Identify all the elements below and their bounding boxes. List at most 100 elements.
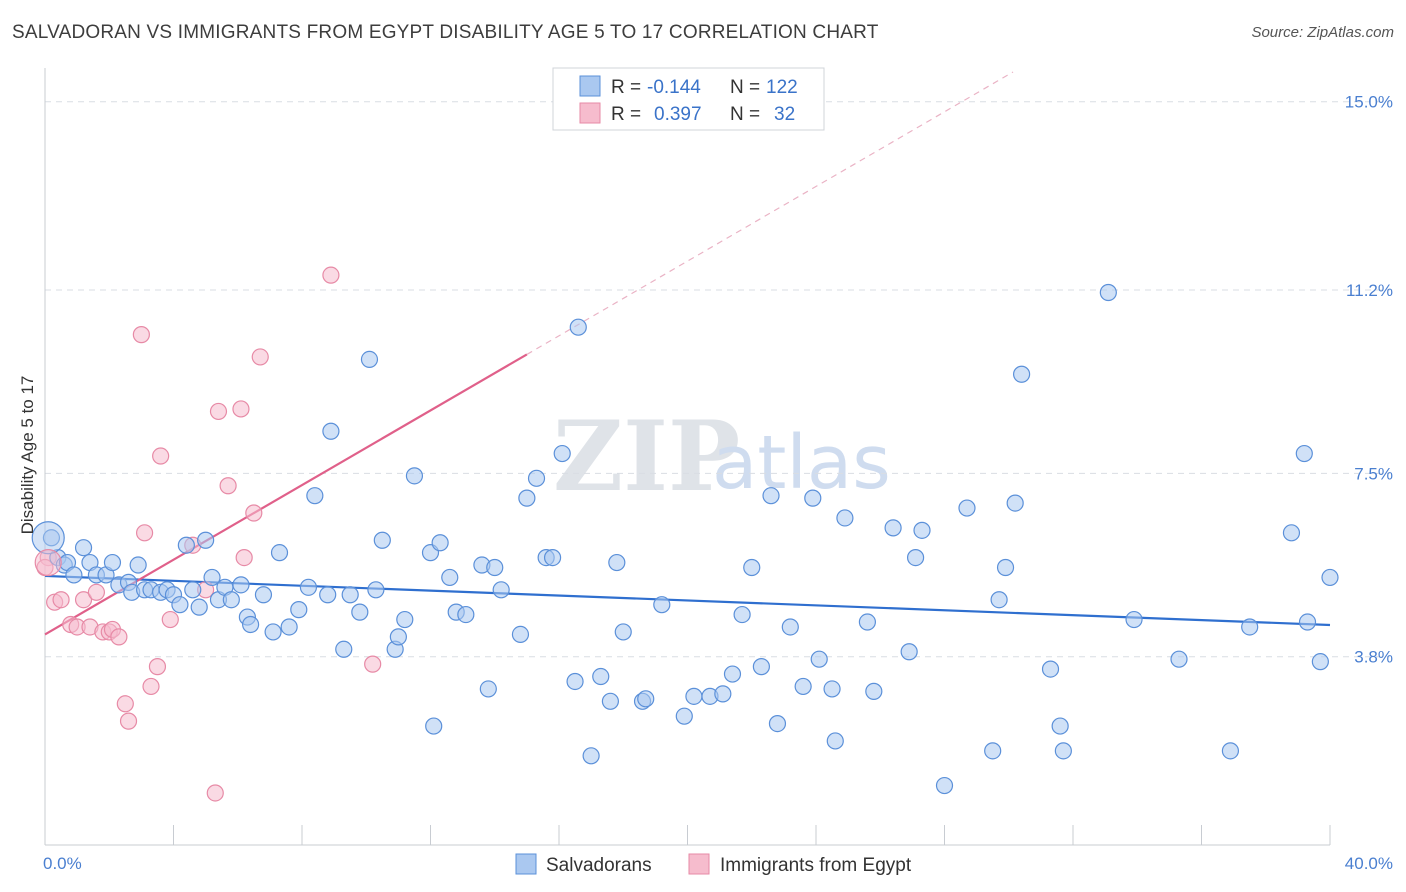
y-axis-label: Disability Age 5 to 17 (18, 376, 37, 535)
salvadoran-point (457, 605, 475, 624)
egypt-point (148, 658, 167, 676)
egypt-trend-extension (526, 71, 1014, 355)
salvadoran-point (1099, 283, 1117, 302)
salvadoran-point (990, 591, 1008, 609)
trend-lines (44, 71, 1331, 636)
watermark-zip: ZIP (553, 400, 740, 513)
salvadoran-point (858, 613, 877, 631)
salvadoran-point (762, 487, 780, 505)
bottom-legend-swatch-salvadorans (515, 853, 537, 875)
salvadoran-point (1054, 742, 1072, 760)
egypt-point (142, 677, 160, 696)
salvadoran-point (177, 536, 195, 554)
salvadoran-point (373, 531, 391, 549)
salvadoran-point (906, 549, 925, 567)
legend-n-label-1: N = (730, 77, 760, 98)
salvadoran-point (1282, 524, 1301, 542)
salvadoran-point (637, 690, 655, 708)
salvadoran-point (1321, 568, 1339, 587)
salvadoran-point (74, 539, 93, 557)
salvadoran-point (197, 531, 215, 549)
grid (45, 101, 1390, 658)
salvadoran-point (569, 318, 587, 336)
egypt-point-large (34, 548, 62, 577)
salvadoran-point (322, 422, 340, 440)
data-points (31, 266, 1339, 802)
salvadoran-point (367, 581, 385, 599)
egypt-point (119, 712, 138, 730)
salvadoran-point (1298, 613, 1317, 631)
legend-r-label-2: R = (611, 104, 641, 125)
salvadoran-point (794, 677, 812, 696)
salvadoran-point (341, 586, 359, 604)
x-tick-label-min: 0.0% (43, 854, 82, 873)
salvadoran-trend-line (44, 574, 1331, 627)
salvadoran-point (492, 581, 510, 599)
egypt-point (135, 524, 154, 542)
chart-title: SALVADORAN VS IMMIGRANTS FROM EGYPT DISA… (12, 22, 879, 43)
salvadoran-point (171, 596, 189, 614)
salvadoran-point (810, 650, 828, 668)
salvadoran-point (1041, 660, 1060, 678)
salvadoran-point (935, 776, 954, 795)
egypt-point (87, 583, 106, 601)
salvadoran-point (582, 747, 600, 765)
egypt-point (110, 628, 128, 646)
salvadoran-point (685, 687, 703, 705)
bottom-legend: Salvadorans Immigrants from Egypt (515, 853, 912, 876)
egypt-point (364, 655, 382, 673)
salvadoran-point (441, 568, 459, 587)
salvadoran-point (714, 685, 732, 703)
egypt-point (209, 402, 228, 421)
salvadoran-point (190, 598, 208, 616)
salvadoran-point (1170, 650, 1188, 668)
salvadoran-point (614, 623, 632, 641)
legend: R = -0.144 N = 122 R = 0.397 N = 32 (552, 67, 825, 131)
salvadoran-point (280, 618, 298, 636)
egypt-point (132, 326, 150, 344)
salvadoran-point (733, 605, 751, 624)
legend-swatch-salvadorans (579, 75, 601, 97)
salvadoran-point (781, 618, 799, 636)
salvadoran-point (290, 601, 308, 619)
x-tick-label-max: 40.0% (1345, 854, 1393, 873)
salvadoran-point (405, 467, 424, 485)
salvadoran-point (351, 603, 369, 621)
egypt-point (206, 784, 224, 802)
salvadoran-point (884, 519, 902, 537)
salvadoran-point (553, 444, 571, 463)
y-tick-label: 3.8% (1354, 648, 1393, 667)
salvadoran-point (768, 714, 787, 733)
salvadoran-point (486, 558, 504, 577)
legend-n-value-2: 32 (774, 104, 795, 125)
salvadoran-point (836, 509, 854, 527)
salvadoran-point (129, 556, 147, 574)
salvadoran-point (958, 499, 976, 517)
salvadoran-point (389, 628, 407, 646)
salvadoran-point (826, 732, 844, 750)
salvadoran-point (752, 658, 770, 676)
salvadoran-point (511, 625, 530, 644)
salvadoran-point (319, 586, 337, 604)
y-tick-label: 15.0% (1345, 93, 1393, 112)
salvadoran-point (264, 623, 282, 641)
salvadoran-point (1241, 618, 1259, 636)
egypt-point (74, 591, 93, 609)
salvadoran-point (270, 544, 289, 562)
salvadoran-point (479, 680, 497, 698)
salvadoran-point (743, 558, 761, 577)
legend-n-label-2: N = (730, 104, 760, 125)
legend-swatch-egypt (579, 102, 601, 124)
salvadoran-point (996, 558, 1015, 577)
watermark-atlas: atlas (712, 420, 891, 506)
salvadoran-point (804, 489, 822, 507)
salvadoran-point (527, 469, 546, 487)
salvadoran-point (1221, 742, 1240, 760)
y-tick-label: 11.2% (1346, 281, 1393, 300)
salvadoran-point (306, 487, 324, 505)
salvadoran-point (299, 578, 318, 596)
salvadoran-point (222, 591, 240, 609)
salvadoran-point (254, 586, 273, 604)
salvadoran-point (984, 742, 1002, 760)
